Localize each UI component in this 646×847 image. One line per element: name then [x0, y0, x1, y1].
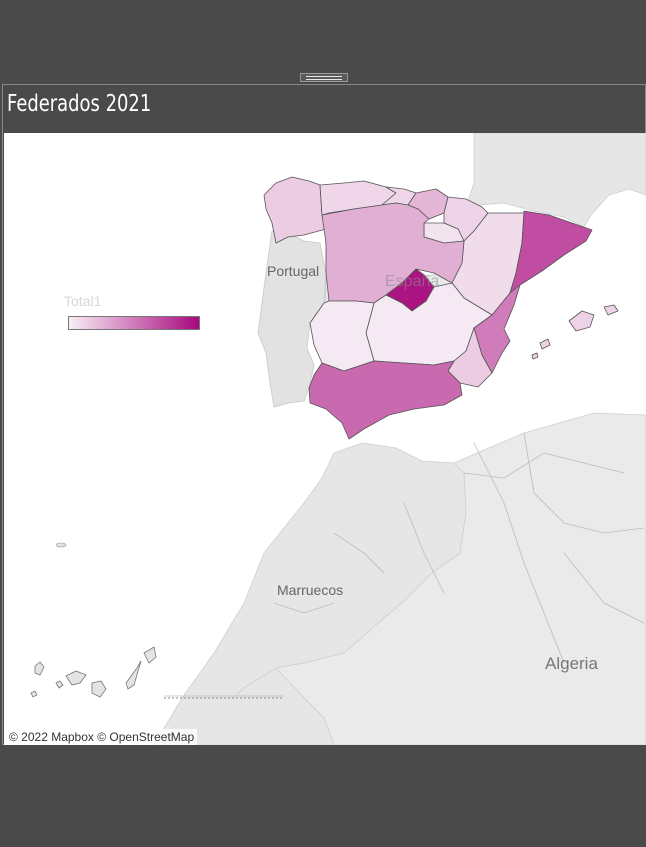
region-valenciana[interactable]: Comunidad Valenciana [473, 284, 521, 374]
region-andalucia[interactable]: Andalucía [308, 360, 463, 440]
canary-islands [30, 646, 157, 698]
border-lines [164, 432, 645, 697]
region-extremadura[interactable]: Extremadura [309, 300, 375, 372]
label-algeria: Algeria [545, 654, 598, 673]
land-algeria [275, 412, 646, 745]
region-cataluna[interactable]: Cataluña [509, 210, 593, 294]
spain-regions[interactable]: Galicia Asturias Cantabria País Vasco Na… [263, 176, 619, 440]
dashboard-panel: Federados 2021 [2, 84, 646, 745]
legend-title: Total1 [64, 293, 102, 309]
region-baleares[interactable]: Islas Baleares [531, 304, 619, 360]
land-sahara [153, 667, 335, 745]
legend-gradient [68, 316, 200, 330]
dashboard-title: Federados 2021 [7, 91, 152, 117]
drag-handle[interactable] [300, 73, 348, 82]
label-espana: España [385, 273, 440, 290]
label-marruecos: Marruecos [277, 582, 344, 598]
map-canvas[interactable]: Galicia Asturias Cantabria País Vasco Na… [4, 133, 646, 745]
madeira-island [55, 542, 67, 548]
label-portugal: Portugal [267, 263, 320, 279]
map-view[interactable]: Galicia Asturias Cantabria País Vasco Na… [4, 133, 646, 745]
map-attribution[interactable]: © 2022 Mapbox © OpenStreetMap [6, 729, 198, 745]
